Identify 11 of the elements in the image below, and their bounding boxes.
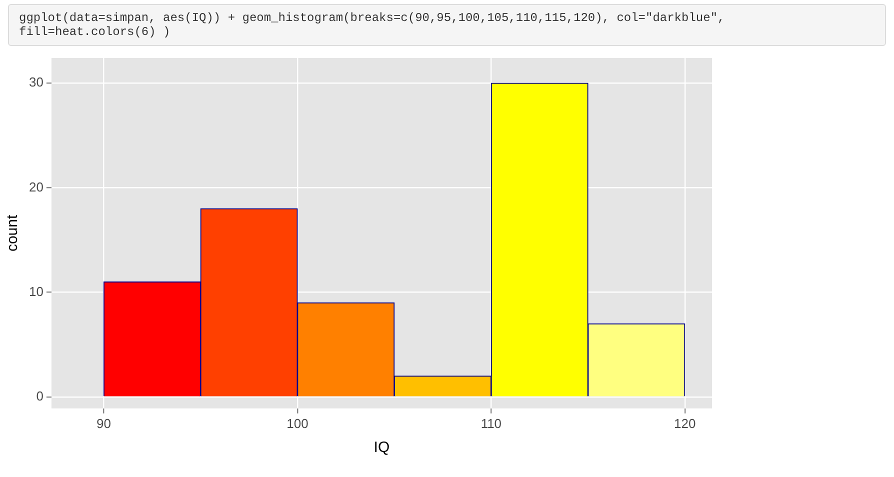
y-tick-label: 20 xyxy=(28,179,44,194)
x-axis-title: IQ xyxy=(374,439,390,456)
x-tick-label: 120 xyxy=(674,416,696,431)
x-tick-label: 90 xyxy=(96,416,111,431)
text: ggplot(data=simpan, aes(IQ)) + geom_histogram(breaks=c(90,95,100,105,110,115,120), col="darkblue", fill=heat.colors(6) ) xyxy=(8,4,886,46)
x-tick-label: 100 xyxy=(286,416,308,431)
y-tick-label: 0 xyxy=(36,388,44,404)
y-tick-label: 30 xyxy=(28,74,44,90)
y-axis-title: count xyxy=(4,214,22,252)
y-tick-label: 10 xyxy=(28,284,44,299)
x-tick-label: 110 xyxy=(480,416,502,431)
